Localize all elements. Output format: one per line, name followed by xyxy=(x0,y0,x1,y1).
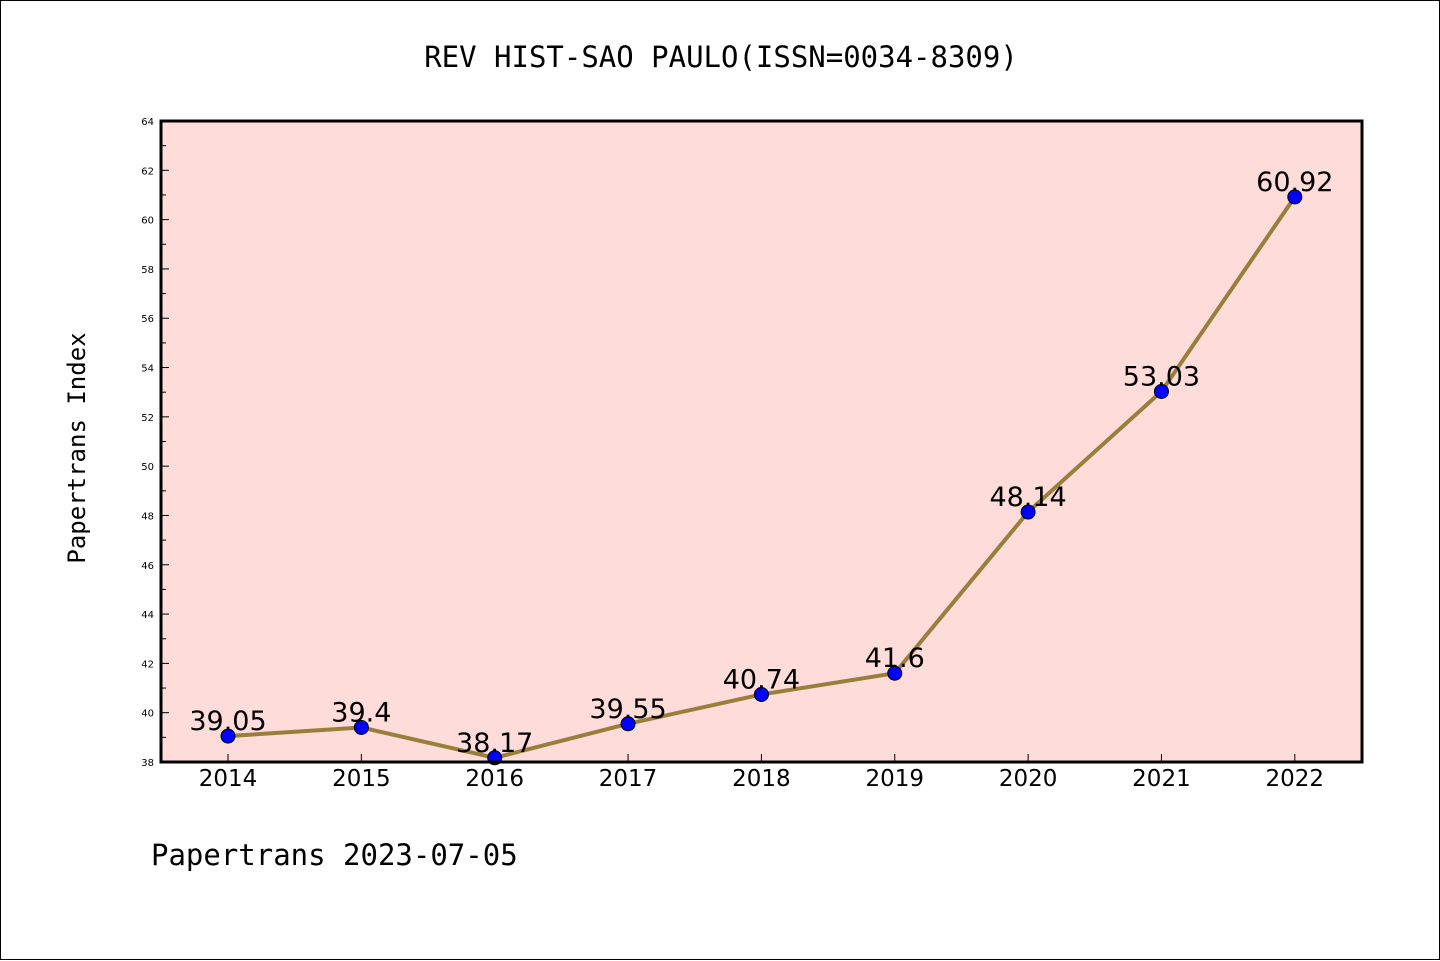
y-tick-label: 62 xyxy=(141,166,154,177)
data-label: 40.74 xyxy=(723,664,800,695)
data-point xyxy=(353,719,369,735)
y-tick-label: 42 xyxy=(141,659,154,670)
data-point xyxy=(1020,504,1036,520)
data-label: 38.17 xyxy=(456,728,533,759)
data-label: 39.55 xyxy=(589,694,666,725)
data-label: 41.6 xyxy=(865,643,925,674)
plot-area xyxy=(161,121,1362,762)
y-tick-label: 54 xyxy=(141,364,154,375)
data-label: 48.14 xyxy=(989,482,1066,513)
y-tick-label: 44 xyxy=(141,610,154,621)
data-label: 39.4 xyxy=(331,697,391,728)
chart-title: REV HIST-SAO PAULO(ISSN=0034-8309) xyxy=(424,40,1018,74)
data-point xyxy=(1153,383,1169,399)
data-point xyxy=(220,728,236,744)
x-tick-label: 2016 xyxy=(465,766,524,792)
data-label: 53.03 xyxy=(1123,361,1200,392)
y-tick-label: 40 xyxy=(141,709,154,720)
x-tick-label: 2019 xyxy=(865,766,924,792)
x-tick-label: 2021 xyxy=(1132,766,1191,792)
x-tick-label: 2014 xyxy=(199,766,258,792)
data-labels: 39.05 39.4 38.17 39.55 40.74 41.6 48.14 53.03 60… xyxy=(189,167,1333,759)
data-point xyxy=(887,665,903,681)
data-markers xyxy=(220,189,1303,766)
data-point xyxy=(620,716,636,732)
y-tick-label: 56 xyxy=(141,314,154,325)
y-tick-label: 46 xyxy=(141,561,154,572)
y-tick-label: 58 xyxy=(141,265,154,276)
data-label: 60.92 xyxy=(1256,167,1333,198)
plot-frame xyxy=(159,119,1364,764)
x-tick-label: 2017 xyxy=(599,766,658,792)
y-tick-label: 52 xyxy=(141,413,154,424)
y-tick-label: 38 xyxy=(141,758,154,769)
x-tick-label: 2020 xyxy=(999,766,1058,792)
data-label: 39.05 xyxy=(189,706,266,737)
data-point xyxy=(753,686,769,702)
y-tick-label: 48 xyxy=(141,511,154,522)
footer-text: Papertrans 2023-07-05 xyxy=(151,838,518,872)
x-axis-ticks: 2014 2015 2016 2017 2018 2019 2020 2021 2022 xyxy=(199,754,1324,792)
y-axis-label: Papertrans Index xyxy=(63,332,91,563)
x-tick-label: 2018 xyxy=(732,766,791,792)
y-tick-label: 64 xyxy=(141,117,154,128)
y-tick-label: 50 xyxy=(141,462,154,473)
x-tick-label: 2022 xyxy=(1266,766,1325,792)
y-tick-label: 60 xyxy=(141,216,154,227)
data-point xyxy=(1287,189,1303,205)
x-tick-label: 2015 xyxy=(332,766,391,792)
